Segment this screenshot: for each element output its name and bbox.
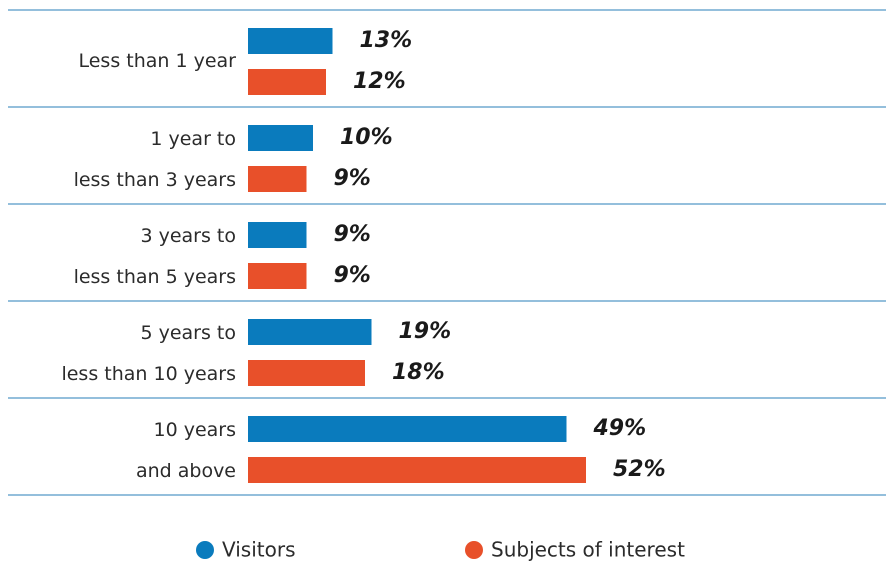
value-label: 9% [334,263,371,288]
bar [248,319,372,345]
bar [248,263,307,289]
legend-marker [196,541,214,559]
bar [248,69,326,95]
value-label: 18% [392,360,445,385]
bar [248,416,567,442]
bar [248,222,307,248]
category-label: 5 years to less than 10 years [61,322,236,385]
category-label: 10 years and above [136,419,236,482]
bar [248,125,313,151]
bar [248,457,586,483]
value-label: 13% [360,28,413,53]
value-label: 49% [593,416,647,441]
category-label: Less than 1 year [78,50,236,72]
category-label: 1 year to less than 3 years [74,128,236,191]
legend-label: Visitors [222,538,296,562]
category-label: 3 years to less than 5 years [74,225,236,288]
value-label: 9% [334,166,371,191]
value-label: 52% [613,457,666,482]
bar [248,28,333,54]
bar [248,360,365,386]
legend-marker [465,541,483,559]
value-label: 10% [340,125,393,150]
legend-label: Subjects of interest [491,538,685,562]
value-label: 12% [353,69,406,94]
value-label: 9% [334,222,371,247]
value-label: 19% [399,319,452,344]
bar [248,166,307,192]
